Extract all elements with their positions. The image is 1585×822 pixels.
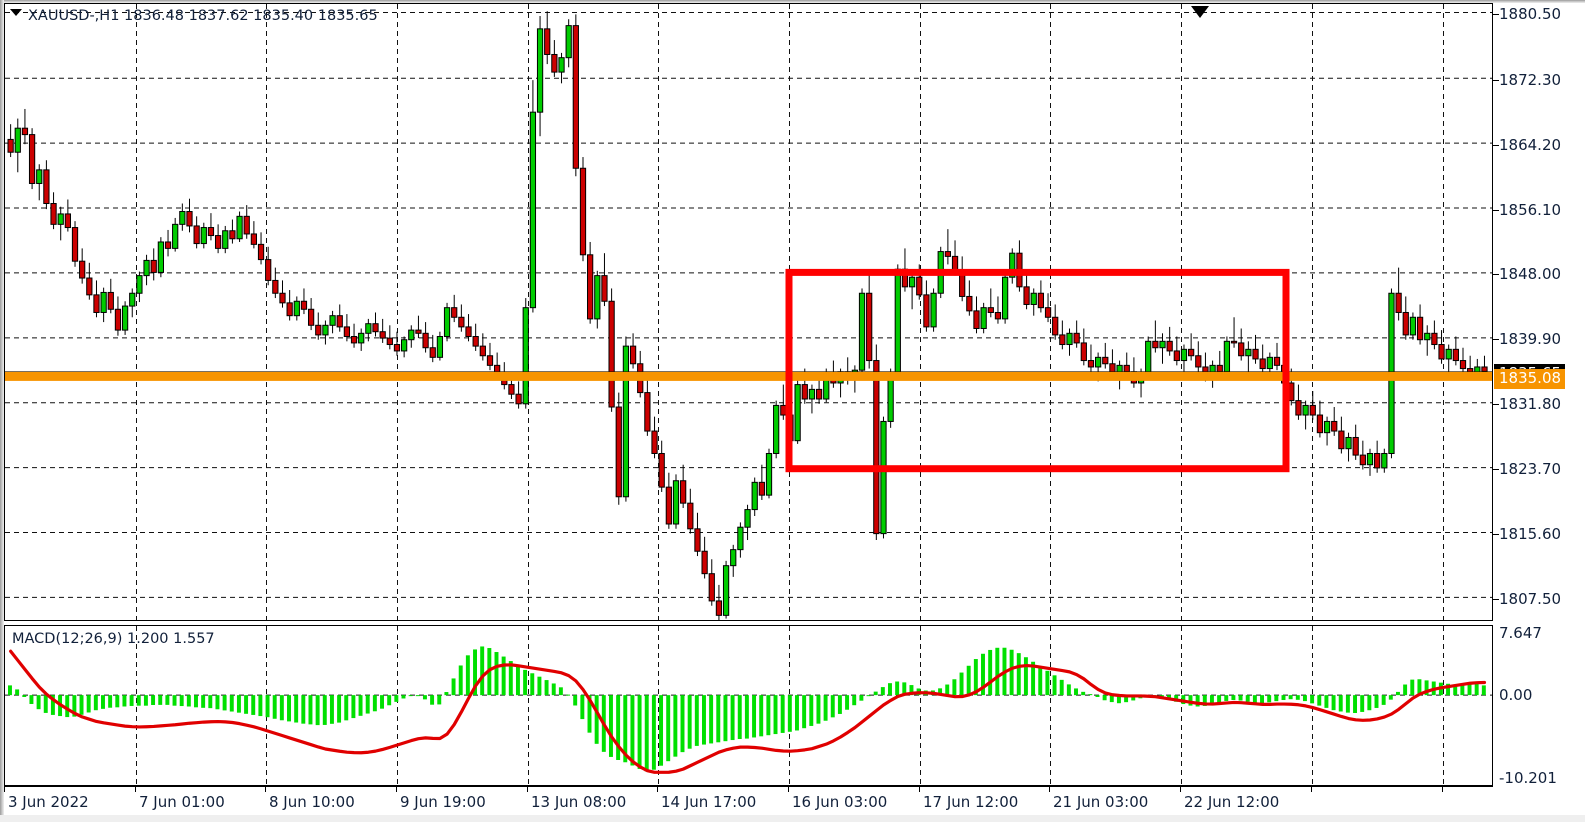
time-axis-tick [657, 787, 658, 792]
collapse-triangle-down-icon[interactable] [10, 9, 22, 16]
window-frame-bottom [0, 815, 1585, 822]
macd-scale-axis[interactable]: 7.647 0.00 -10.201 [1493, 625, 1585, 786]
time-axis-tick [1180, 787, 1181, 792]
price-axis-label: 1880.50 [1499, 5, 1562, 23]
window-frame-top [0, 0, 1585, 3]
macd-axis-label: 0.00 [1499, 686, 1533, 705]
time-axis-label: 21 Jun 03:00 [1053, 793, 1149, 811]
price-axis-tick [1493, 209, 1499, 211]
time-axis-label: 3 Jun 2022 [8, 793, 89, 811]
price-axis-tick [1493, 534, 1499, 535]
time-axis-tick [1442, 787, 1443, 792]
macd-pane-header: MACD(12;26,9) 1.200 1.557 [12, 631, 215, 647]
price-candles-svg [5, 4, 1492, 620]
time-axis-tick [265, 787, 266, 792]
time-axis-label: 17 Jun 12:00 [923, 793, 1019, 811]
macd-indicator-pane[interactable]: MACD(12;26,9) 1.200 1.557 [4, 625, 1493, 786]
window-frame-left [0, 0, 4, 822]
price-axis-tick [1493, 469, 1499, 471]
time-axis-label: 9 Jun 19:00 [400, 793, 486, 811]
time-axis-tick [4, 787, 5, 792]
price-axis-tick [1493, 79, 1499, 81]
price-axis-tick [1493, 14, 1499, 15]
time-axis-label: 22 Jun 12:00 [1184, 793, 1280, 811]
time-axis-tick [1311, 787, 1312, 792]
macd-axis-label: -10.201 [1499, 769, 1557, 787]
price-axis-label: 1864.20 [1499, 135, 1562, 154]
time-scale-axis[interactable]: 3 Jun 2022 7 Jun 01:00 8 Jun 10:00 9 Jun 19… [4, 786, 1493, 815]
price-axis-tick [1493, 144, 1499, 146]
price-scale-axis[interactable]: 1880.50 1872.30 1864.20 1856.10 1848.00 1839.… [1493, 3, 1585, 621]
time-axis-tick [919, 787, 920, 792]
price-axis-label: 1856.10 [1499, 200, 1562, 219]
time-axis-label: 14 Jun 17:00 [661, 793, 757, 811]
price-axis-tick [1493, 404, 1499, 406]
macd-axis-label: 7.647 [1499, 624, 1542, 642]
price-pane-header: XAUUSD-,H1 1836.48 1837.62 1835.40 1835.… [28, 8, 378, 24]
time-axis-label: 7 Jun 01:00 [139, 793, 225, 811]
price-axis-label: 1839.90 [1499, 330, 1562, 349]
price-axis-tick [1493, 598, 1499, 600]
time-axis-label: 8 Jun 10:00 [269, 793, 355, 811]
price-axis-label: 1815.60 [1499, 525, 1562, 543]
price-axis-label: 1807.50 [1499, 589, 1562, 608]
level-price-badge[interactable]: 1835.08 [1494, 368, 1566, 389]
time-axis-tick [527, 787, 528, 792]
time-axis-label: 16 Jun 03:00 [792, 793, 888, 811]
price-axis-label: 1872.30 [1499, 70, 1562, 89]
price-axis-label: 1831.80 [1499, 395, 1562, 414]
time-axis-tick [1049, 787, 1050, 792]
time-axis-tick [396, 787, 397, 792]
price-axis-tick [1493, 339, 1499, 341]
time-axis-tick [788, 787, 789, 792]
price-axis-tick [1493, 274, 1499, 276]
price-axis-label: 1848.00 [1499, 265, 1562, 284]
macd-plot-svg [5, 626, 1492, 785]
time-axis-tick [135, 787, 136, 792]
price-axis-label: 1823.70 [1499, 460, 1562, 479]
price-chart-pane[interactable]: XAUUSD-,H1 1836.48 1837.62 1835.40 1835.… [4, 3, 1493, 621]
time-axis-label: 13 Jun 08:00 [531, 793, 627, 811]
